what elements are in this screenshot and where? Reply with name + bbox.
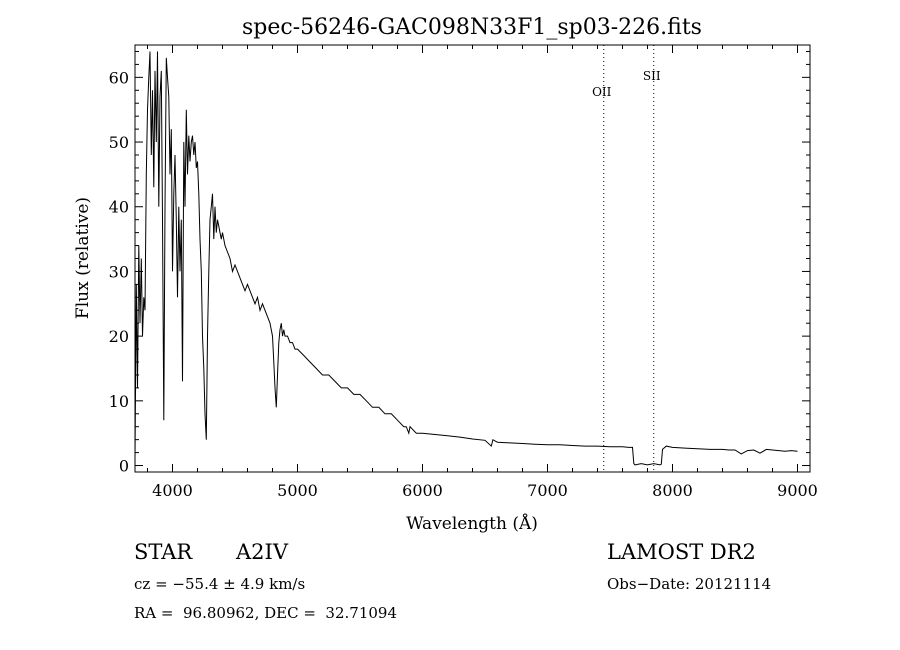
survey-name: LAMOST DR2 [607,540,756,564]
spectrum-line [134,51,798,466]
y-tick-label: 0 [119,457,129,476]
x-tick-label: 4000 [152,481,193,500]
y-tick-label: 30 [109,262,129,281]
chart-title: spec-56246-GAC098N33F1_sp03-226.fits [242,15,702,40]
y-tick-label: 10 [109,392,129,411]
y-tick-label: 20 [109,327,129,346]
x-tick-label: 9000 [777,481,818,500]
x-tick-label: 5000 [277,481,318,500]
x-tick-label: 6000 [402,481,443,500]
x-axis-label: Wavelength (Å) [406,513,538,534]
y-tick-label: 40 [109,198,129,217]
subclass: A2IV [236,540,288,564]
velocity-text: cz = −55.4 ± 4.9 km/s [134,575,306,593]
spectral-line-label: SII [643,69,661,83]
x-tick-label: 8000 [652,481,693,500]
coordinates-text: RA = 96.80962, DEC = 32.71094 [134,604,398,622]
line-marks: OII SII [592,45,661,472]
y-tick-label: 60 [109,68,129,87]
y-tick-label: 50 [109,133,129,152]
x-tick-label: 7000 [527,481,568,500]
obs-date: Obs−Date: 20121114 [607,575,772,593]
axis-ticks: 4000 5000 6000 7000 8000 9000 0 10 20 30 40 50 60 [109,45,818,500]
plot-frame [134,44,811,473]
object-type: STAR [134,540,193,564]
y-axis-label: Flux (relative) [73,197,93,319]
spectral-line-label: OII [592,85,612,99]
